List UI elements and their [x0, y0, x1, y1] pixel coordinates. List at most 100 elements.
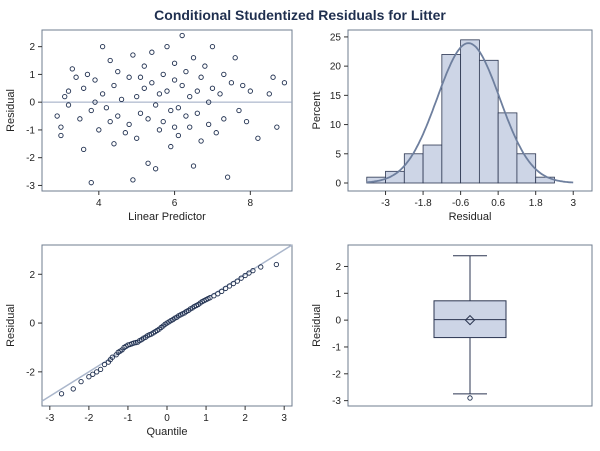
qq-point [86, 374, 92, 380]
boxplot-y-tick-label: -2 [332, 369, 341, 380]
scatter-plot-frame [41, 29, 293, 192]
histogram-y-tick-label: 0 [335, 179, 341, 190]
qq-y-tick-label: 0 [29, 319, 35, 330]
residual-point [243, 118, 250, 125]
scatter-y-tick-label: -1 [26, 125, 35, 136]
boxplot-y-tick-label: 1 [335, 289, 341, 300]
residual-point [152, 166, 159, 172]
histogram-y-axis-label: Percent [311, 92, 323, 130]
residual-point [168, 143, 174, 150]
boxplot-y-tick-label: -1 [332, 342, 341, 353]
residual-point [171, 60, 178, 66]
qq-point [90, 371, 96, 377]
histogram-x-tick-label: 3 [570, 198, 576, 209]
qq-point [58, 391, 65, 397]
residual-point [247, 88, 253, 94]
residual-point [149, 49, 155, 55]
scatter-y-tick-label: -2 [26, 153, 35, 164]
residual-point [118, 96, 125, 103]
residual-point [99, 91, 106, 97]
chart-title: Conditional Studentized Residuals for Li… [154, 7, 446, 23]
residual-point [126, 74, 132, 80]
residual-point [130, 52, 136, 58]
scatter-x-tick-label: 6 [172, 198, 178, 209]
histogram-x-tick-label: 0.6 [491, 198, 505, 209]
qq-point [246, 270, 252, 276]
boxplot-y-tick-label: 2 [335, 262, 341, 273]
residual-point [187, 124, 193, 130]
residual-point [270, 74, 276, 80]
residual-point [137, 74, 144, 80]
residual-point [107, 57, 113, 64]
scatter-y-tick-label: 2 [29, 42, 35, 53]
histogram-x-tick-label: 1.8 [529, 198, 543, 209]
boxplot-y-tick-label: 0 [335, 316, 341, 327]
qq-point [70, 386, 76, 392]
histogram-y-tick-label: 15 [330, 91, 342, 102]
histogram-x-axis-label: Residual [449, 211, 492, 223]
qq-x-tick-label: 1 [203, 413, 209, 424]
residual-point [274, 124, 280, 130]
qq-point [78, 378, 84, 385]
residual-point [62, 93, 68, 100]
qq-y-axis-label: Residual [5, 304, 17, 347]
residual-point [171, 77, 178, 83]
histogram-y-tick-label: 5 [335, 149, 341, 160]
residual-point [81, 85, 87, 91]
residual-point [194, 110, 200, 116]
boxplot-y-axis-label: Residual [311, 304, 323, 347]
qq-point [238, 275, 244, 281]
residual-point [221, 71, 227, 78]
qq-point [242, 272, 248, 279]
residual-point [145, 116, 151, 122]
residual-point [179, 82, 185, 89]
residual-point [92, 77, 98, 83]
residual-point [240, 82, 246, 89]
scatter-y-tick-label: 1 [29, 70, 35, 81]
histogram-x-tick-label: -3 [381, 198, 390, 209]
outlier-point [467, 395, 473, 401]
residual-point [164, 88, 170, 94]
residual-point [65, 88, 72, 94]
histogram-y-tick-label: 10 [330, 120, 342, 131]
residual-point [134, 135, 140, 141]
qq-point [250, 267, 256, 274]
residual-point [202, 63, 208, 69]
residual-point [160, 118, 166, 125]
residual-point [69, 66, 75, 72]
residual-point [179, 32, 185, 39]
residual-point [209, 44, 216, 50]
residual-point [84, 71, 91, 78]
residual-point [183, 68, 189, 75]
residual-point [221, 116, 227, 122]
residual-point [115, 113, 121, 119]
residual-point [206, 121, 212, 128]
qq-point [226, 283, 233, 289]
residual-point [224, 174, 231, 180]
residual-point [81, 146, 87, 153]
residual-point [266, 91, 272, 97]
residual-point [160, 71, 166, 78]
residual-point [236, 107, 242, 114]
residual-point [88, 180, 94, 186]
residual-point [65, 102, 72, 108]
histogram-x-tick-label: -0.6 [452, 198, 470, 209]
residual-point [103, 105, 110, 111]
residual-point [152, 102, 159, 108]
residual-point [281, 80, 288, 86]
residual-point [190, 163, 197, 169]
qq-x-tick-label: -3 [45, 413, 54, 424]
residual-point [141, 63, 147, 69]
qq-point [258, 264, 264, 270]
residual-point [175, 132, 182, 139]
histogram-y-tick-label: 25 [330, 32, 342, 43]
boxplot-y-tick-label: -3 [332, 396, 341, 407]
qq-point [222, 285, 229, 292]
residual-point [168, 107, 174, 114]
histogram-plot-frame [347, 29, 593, 192]
qq-y-tick-label: -2 [26, 367, 35, 378]
qq-point [101, 361, 108, 368]
qq-x-tick-label: -2 [84, 413, 93, 424]
residual-point [99, 44, 106, 50]
